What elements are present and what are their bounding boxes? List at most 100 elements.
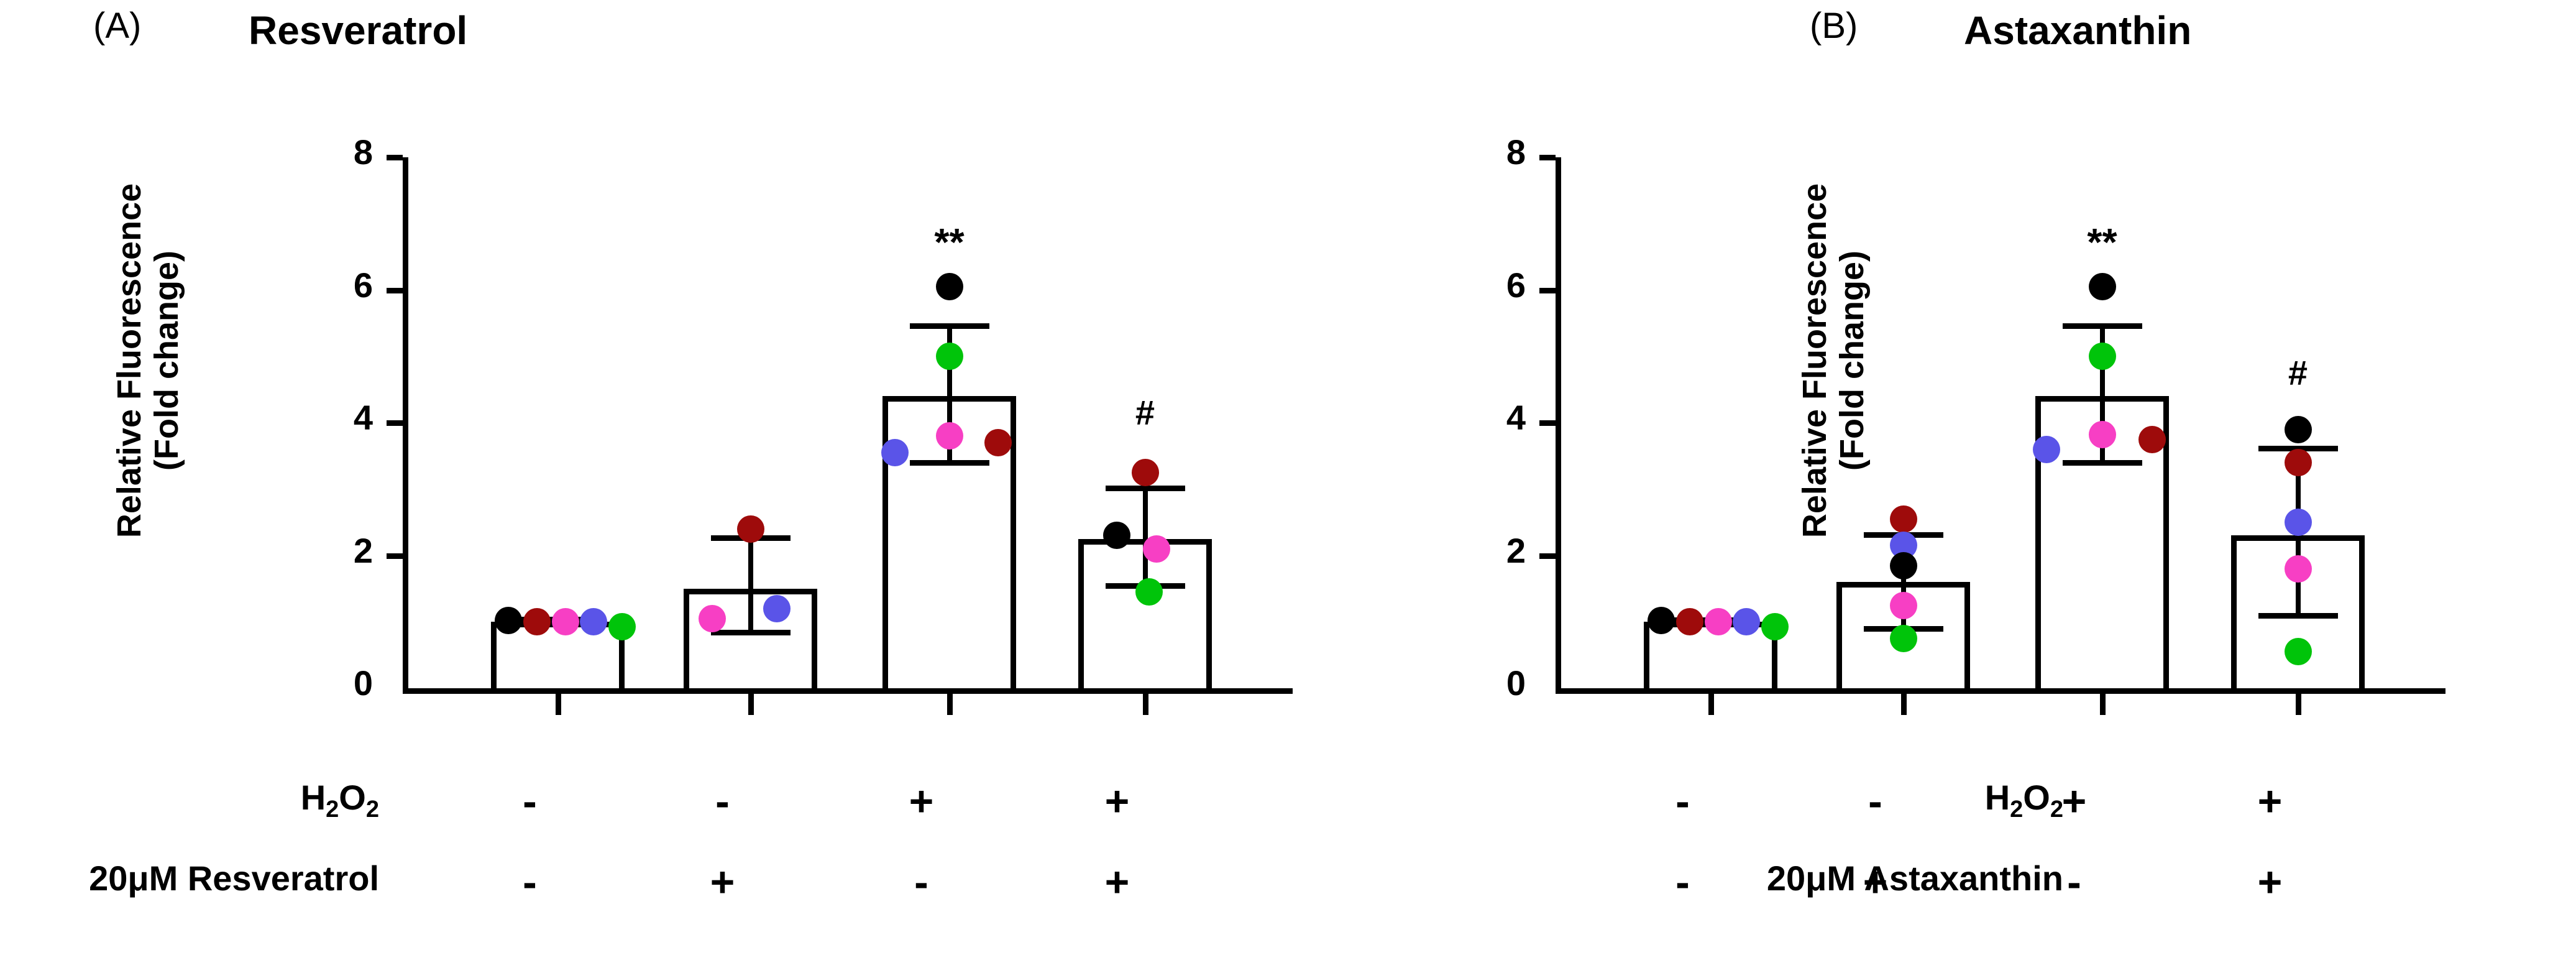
error-bar-cap-upper bbox=[2258, 446, 2338, 452]
y-axis-tick-label: 8 bbox=[353, 132, 373, 172]
y-axis-tick bbox=[1539, 287, 1556, 293]
y-axis-tick bbox=[1539, 155, 1556, 160]
panel-b: (B) Astaxanthin Relative Fluorescence (F… bbox=[1280, 0, 2576, 973]
y-axis-line bbox=[1556, 157, 1561, 694]
panel-b-row-label-h2o2: H2O2 bbox=[1984, 778, 2063, 823]
y-axis-tick bbox=[1539, 420, 1556, 426]
error-bar-line bbox=[748, 535, 753, 635]
y-axis-tick-label: 6 bbox=[353, 265, 373, 305]
panel-b-title: Astaxanthin bbox=[1964, 8, 2192, 53]
data-point-green bbox=[1761, 612, 1789, 640]
data-point-blue bbox=[763, 594, 791, 622]
panel-b-plot-area: 0 2 4 6 8 ** # - - + + - + - + bbox=[1280, 0, 2576, 903]
x-axis-category-tick bbox=[2295, 694, 2301, 715]
condition-sign-plus: + bbox=[2061, 778, 2087, 825]
condition-sign-plus: + bbox=[2257, 778, 2283, 825]
y-axis-line bbox=[403, 157, 408, 694]
data-point-dark_red bbox=[1131, 459, 1159, 487]
data-point-black bbox=[2088, 273, 2116, 301]
error-bar-line bbox=[1900, 532, 1906, 632]
data-point-green bbox=[2088, 343, 2116, 371]
data-point-dark_red bbox=[523, 608, 551, 636]
y-axis-tick-label: 0 bbox=[1506, 663, 1526, 703]
condition-sign-minus: - bbox=[1675, 778, 1690, 825]
condition-sign-plus: + bbox=[909, 778, 934, 825]
y-axis-tick-label: 8 bbox=[1506, 132, 1526, 172]
data-point-magenta bbox=[1889, 591, 1917, 619]
data-point-black bbox=[495, 607, 522, 635]
data-point-black bbox=[935, 273, 963, 301]
condition-sign-minus: - bbox=[914, 859, 928, 906]
data-point-green bbox=[2284, 638, 2312, 666]
data-point-dark_red bbox=[984, 429, 1012, 457]
condition-sign-plus: + bbox=[1863, 859, 1888, 906]
data-point-dark_red bbox=[2138, 425, 2166, 453]
error-bar-line bbox=[1142, 486, 1148, 589]
x-axis-category-tick bbox=[555, 694, 561, 715]
panel-a-row-label-h2o2: H2O2 bbox=[300, 778, 379, 823]
x-axis-line bbox=[1556, 688, 2445, 694]
panel-a-plot-area: 0 2 4 6 8 ** # - - + + - + - + bbox=[0, 0, 1293, 903]
data-point-magenta bbox=[2284, 555, 2312, 583]
error-bar-cap-lower bbox=[2258, 612, 2338, 619]
condition-sign-minus: - bbox=[523, 859, 537, 906]
panel-b-letter: (B) bbox=[1810, 6, 1858, 46]
condition-sign-plus: + bbox=[710, 859, 735, 906]
x-axis-category-tick bbox=[1708, 694, 1714, 715]
data-point-blue bbox=[2032, 435, 2060, 463]
panel-a-letter: (A) bbox=[93, 6, 142, 46]
y-axis-tick bbox=[387, 420, 403, 426]
error-bar-cap-upper bbox=[1105, 486, 1185, 492]
data-point-dark_red bbox=[2284, 449, 2312, 477]
x-axis-category-tick bbox=[2099, 694, 2106, 715]
data-point-blue bbox=[881, 439, 909, 467]
data-point-blue bbox=[2284, 509, 2312, 537]
error-bar-cap-upper bbox=[909, 323, 989, 329]
panel-a-title: Resveratrol bbox=[249, 8, 468, 53]
condition-sign-plus: + bbox=[1104, 778, 1130, 825]
y-axis-tick-label: 2 bbox=[1506, 530, 1526, 570]
data-point-green bbox=[1889, 624, 1917, 652]
y-axis-tick bbox=[387, 553, 403, 559]
data-point-green bbox=[1135, 578, 1163, 606]
condition-sign-plus: + bbox=[2257, 859, 2283, 906]
x-axis-line bbox=[403, 688, 1293, 694]
y-axis-tick bbox=[387, 287, 403, 293]
condition-sign-minus: - bbox=[1868, 778, 1882, 825]
panel-a-row-label-treatment: 20μM Resveratrol bbox=[89, 859, 379, 898]
data-point-dark_red bbox=[736, 515, 764, 543]
significance-marker-asterisks: ** bbox=[2087, 221, 2117, 264]
data-point-magenta bbox=[2088, 421, 2116, 449]
condition-sign-minus: - bbox=[715, 778, 730, 825]
condition-sign-minus: - bbox=[1675, 859, 1690, 906]
y-axis-tick-label: 0 bbox=[353, 663, 373, 703]
data-point-black bbox=[1889, 551, 1917, 579]
data-point-green bbox=[608, 612, 636, 640]
data-point-magenta bbox=[1142, 535, 1170, 563]
error-bar-cap-lower bbox=[2062, 460, 2142, 466]
significance-marker-hash: # bbox=[1135, 393, 1155, 433]
data-point-dark_red bbox=[1889, 505, 1917, 533]
data-point-magenta bbox=[551, 608, 579, 636]
data-point-dark_red bbox=[1675, 608, 1703, 636]
data-point-magenta bbox=[1704, 608, 1732, 636]
y-axis-tick bbox=[387, 155, 403, 160]
error-bar-cap-upper bbox=[2062, 323, 2142, 329]
panel-b-row-label-treatment: 20μM Astaxanthin bbox=[1766, 859, 2063, 898]
x-axis-category-tick bbox=[748, 694, 754, 715]
error-bar-line bbox=[2099, 323, 2105, 466]
data-point-black bbox=[1648, 607, 1675, 635]
significance-marker-hash: # bbox=[2288, 353, 2308, 393]
data-point-blue bbox=[1733, 608, 1761, 636]
y-axis-tick-label: 4 bbox=[353, 398, 373, 437]
condition-sign-plus: + bbox=[1104, 859, 1130, 906]
data-point-black bbox=[2284, 415, 2312, 443]
x-axis-category-tick bbox=[1142, 694, 1148, 715]
data-point-green bbox=[935, 343, 963, 371]
error-bar-cap-lower bbox=[909, 460, 989, 466]
data-point-blue bbox=[580, 608, 608, 636]
y-axis-tick-label: 4 bbox=[1506, 398, 1526, 437]
y-axis-tick bbox=[1539, 553, 1556, 559]
error-bar-cap-lower bbox=[710, 629, 791, 635]
